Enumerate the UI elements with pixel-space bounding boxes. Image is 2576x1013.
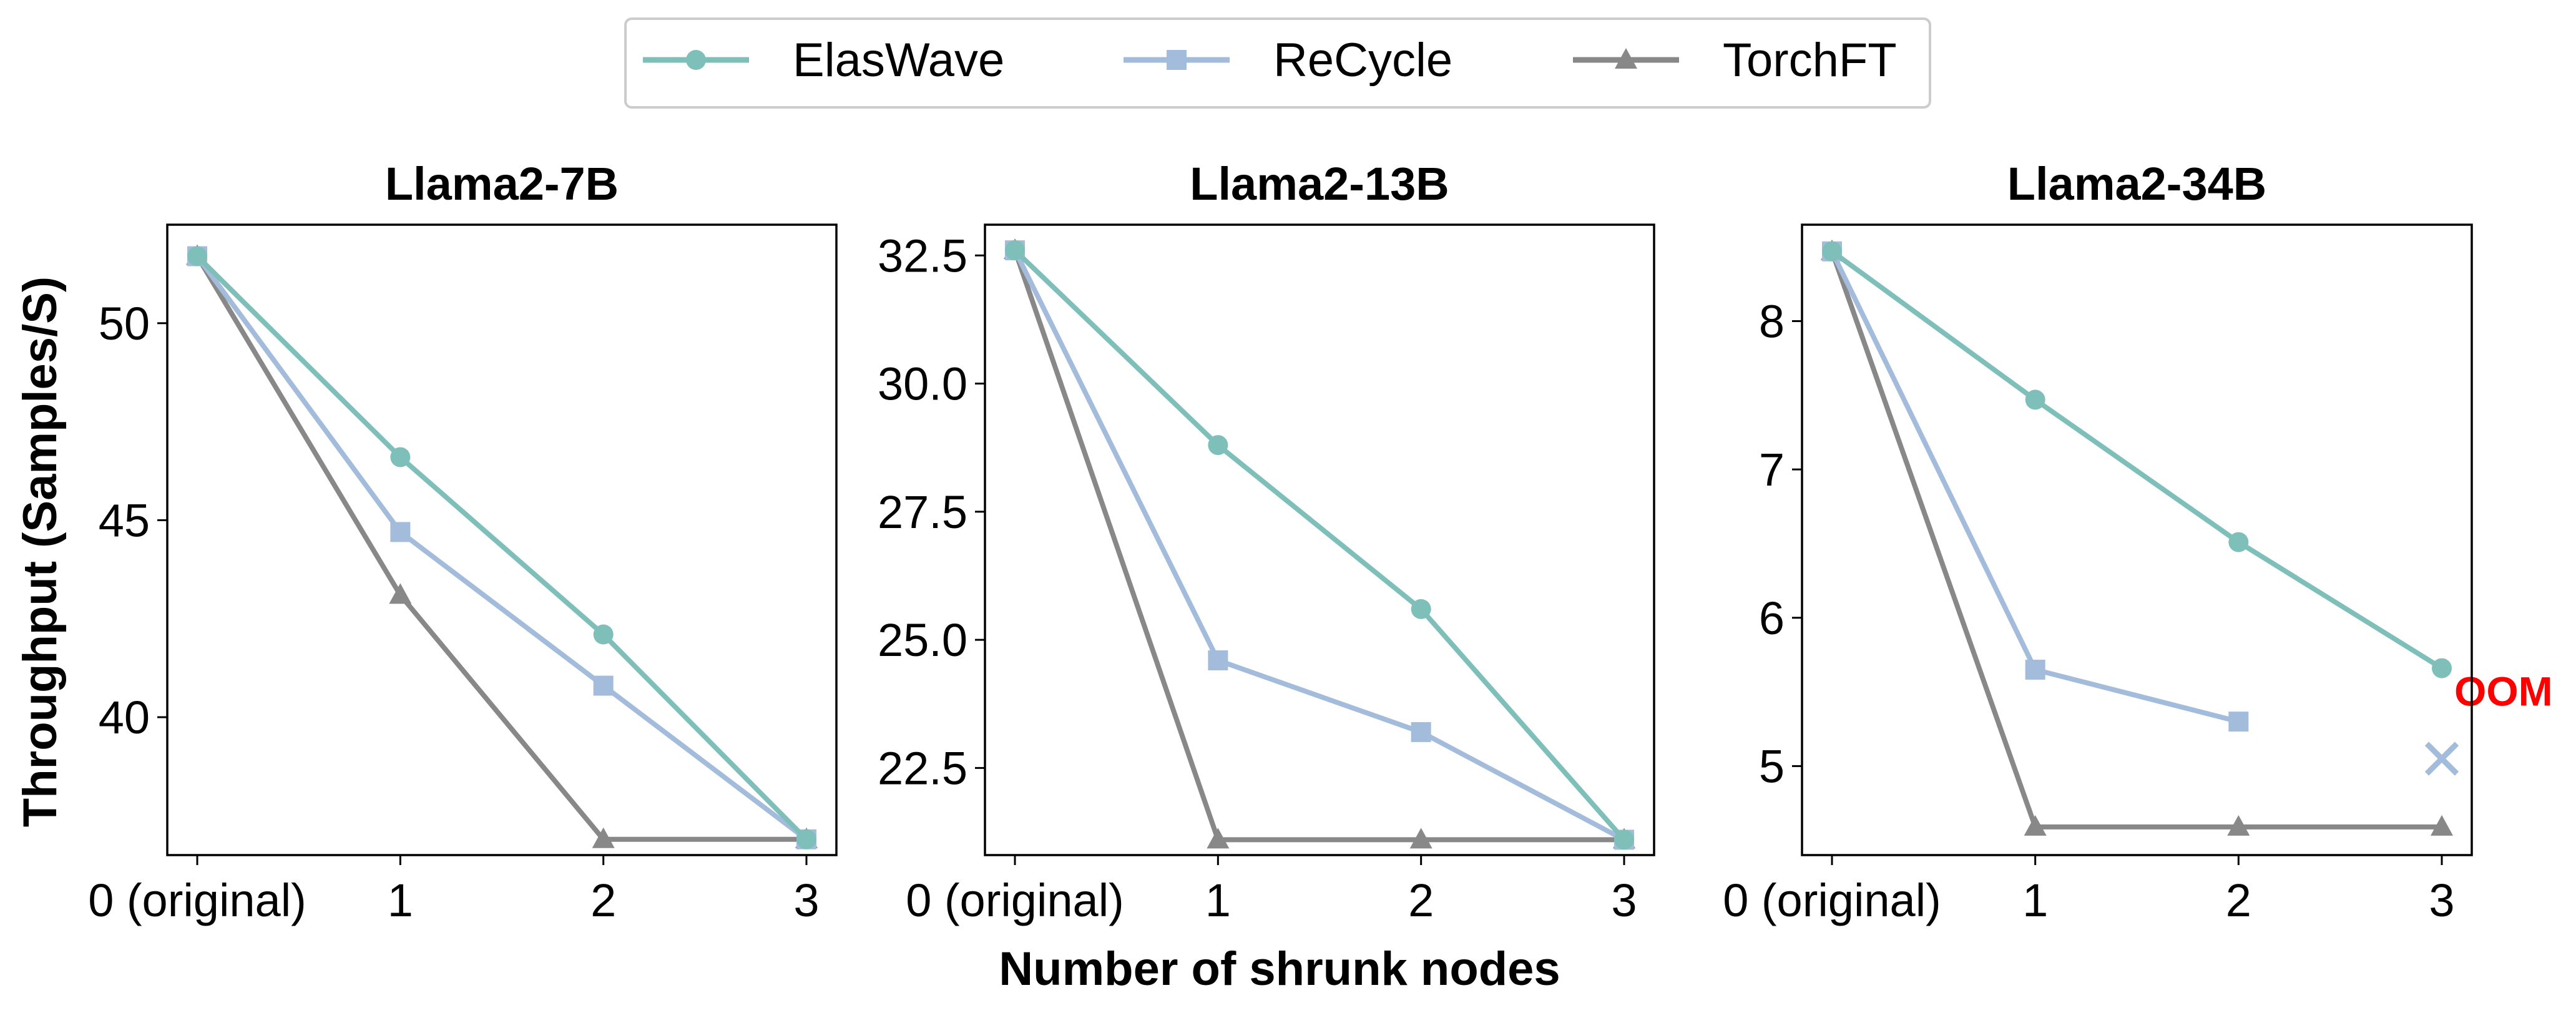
y-tick-label: 25.0 — [878, 614, 967, 666]
legend-item-torchft: TorchFT — [1573, 34, 1897, 87]
data-point-elaswave — [1614, 829, 1634, 850]
legend: ElasWave ReCycle TorchFT — [624, 17, 1931, 109]
data-point-recycle — [390, 522, 411, 542]
x-tick-label: 2 — [2226, 874, 2251, 926]
oom-x-stroke — [2424, 741, 2459, 776]
chart-panel-2: Llama2-13B 0 (original) 1 2 3 22.5 25.0 27.5 30.… — [878, 158, 1655, 926]
legend-item-elaswave: ElasWave — [643, 34, 1004, 87]
legend-marker-elaswave — [686, 50, 706, 70]
data-point-torchft — [2431, 815, 2453, 836]
chart-panel-3: Llama2-34B 0 (original) 1 2 3 5 6 7 8 OOM — [1723, 158, 2552, 926]
x-tick-label: 2 — [1408, 874, 1434, 926]
x-axis-label: Number of shrunk nodes — [999, 942, 1560, 996]
y-tick-label: 22.5 — [878, 742, 967, 794]
legend-frame — [624, 17, 1931, 109]
y-axis-label: Throughput (Samples/S) — [14, 276, 67, 827]
y-tick-label: 6 — [1759, 592, 1785, 644]
data-point-torchft — [592, 827, 615, 848]
series-line-torchft — [195, 255, 806, 842]
legend-marker-recycle — [1167, 50, 1187, 70]
x-tick-label: 1 — [2022, 874, 2048, 926]
data-point-elaswave — [2228, 532, 2249, 552]
y-tick-label: 32.5 — [878, 230, 967, 281]
x-tick-label: 2 — [590, 874, 616, 926]
oom-marker: OOM — [2424, 668, 2553, 776]
x-tick-label: 0 (original) — [906, 874, 1124, 926]
data-point-torchft — [2024, 815, 2047, 836]
series-elaswave — [1005, 240, 1634, 850]
y-tick-label: 50 — [99, 298, 150, 350]
data-point-recycle — [1208, 650, 1228, 670]
x-tick-label: 3 — [2429, 874, 2454, 926]
y-tick-label: 7 — [1759, 444, 1785, 496]
series-recycle — [1822, 241, 2249, 732]
y-tick-label: 45 — [99, 494, 150, 546]
data-point-torchft — [389, 583, 412, 604]
legend-label-torchft: TorchFT — [1723, 34, 1897, 87]
series-torchft — [1821, 239, 2453, 836]
data-point-elaswave — [187, 246, 207, 267]
series-line-recycle — [1012, 249, 1625, 842]
x-tick-label: 3 — [793, 874, 819, 926]
series-line-elaswave — [1013, 248, 1627, 842]
plot-frame — [166, 223, 838, 856]
series-elaswave — [1822, 241, 2452, 678]
x-tick-label: 1 — [388, 874, 413, 926]
chart-panel-1: Llama2-7B 0 (original) 1 2 3 40 45 50 — [88, 158, 838, 926]
series-line-torchft — [1012, 249, 1624, 843]
data-point-recycle — [2228, 712, 2249, 732]
x-tick-label: 3 — [1611, 874, 1637, 926]
data-point-elaswave — [390, 447, 411, 467]
data-point-elaswave — [796, 829, 816, 849]
series-line-elaswave — [1830, 249, 2444, 670]
oom-label: OOM — [2454, 668, 2553, 715]
series-line-recycle — [195, 255, 808, 841]
plot-frame — [984, 223, 1655, 856]
legend-label-recycle: ReCycle — [1273, 34, 1452, 87]
series-elaswave — [187, 246, 816, 849]
data-point-elaswave — [593, 624, 614, 645]
data-point-elaswave — [1005, 240, 1025, 261]
x-tick-label: 1 — [1205, 874, 1231, 926]
data-point-elaswave — [1822, 241, 1842, 262]
data-point-torchft — [2227, 815, 2250, 836]
data-point-recycle — [2025, 659, 2045, 680]
legend-marker-torchft — [1615, 48, 1637, 69]
series-line-torchft — [1829, 250, 2442, 829]
data-point-elaswave — [2025, 389, 2045, 410]
series-line-recycle — [1829, 250, 2240, 724]
y-tick-label: 8 — [1759, 295, 1785, 347]
panel-title: Llama2-13B — [1190, 158, 1449, 210]
series-line-elaswave — [195, 254, 808, 841]
x-tick-label: 0 (original) — [1723, 874, 1941, 926]
x-tick-label: 0 (original) — [88, 874, 306, 926]
data-point-recycle — [593, 675, 614, 696]
y-tick-label: 30.0 — [878, 358, 967, 410]
data-point-elaswave — [1208, 435, 1228, 456]
y-tick-label: 27.5 — [878, 486, 967, 538]
y-tick-label: 5 — [1759, 740, 1785, 792]
data-point-torchft — [1409, 828, 1432, 849]
plot-frame — [1801, 223, 2473, 856]
panel-title: Llama2-7B — [385, 158, 619, 210]
data-point-recycle — [1411, 722, 1431, 742]
y-tick-label: 40 — [99, 692, 150, 743]
panel-title: Llama2-34B — [2007, 158, 2266, 210]
legend-item-recycle: ReCycle — [1124, 34, 1452, 87]
data-point-torchft — [1207, 828, 1230, 849]
data-point-elaswave — [2432, 658, 2452, 678]
data-point-elaswave — [1411, 599, 1431, 619]
legend-label-elaswave: ElasWave — [793, 34, 1004, 87]
